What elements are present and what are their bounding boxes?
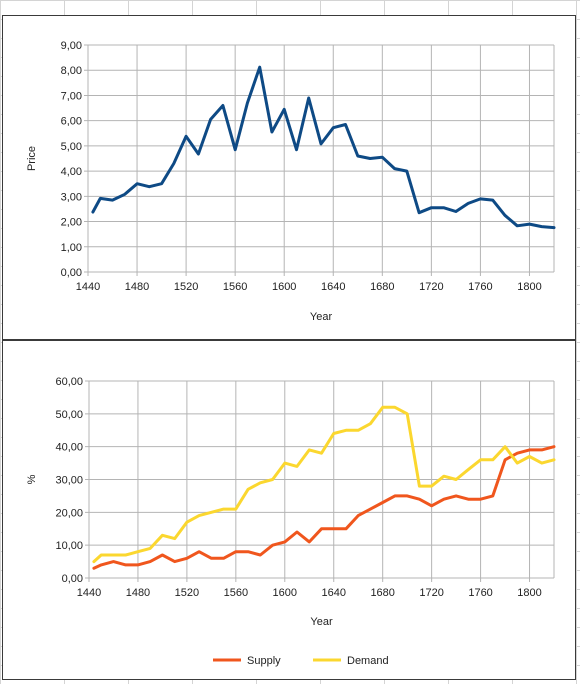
price-chart: 1440 1480 1520 1560 1600 1640 1680 1720 1760 1800… [2,15,576,340]
price-chart-plot: 1440 1480 1520 1560 1600 1640 1680 1720 1760 1800… [26,40,556,323]
y-tick-label: 2,00 [61,217,82,229]
y-tick-label: 20,00 [55,507,83,519]
x-tick-label: 1800 [517,587,541,599]
y-tick-label: 60,00 [55,376,83,388]
supply-demand-chart-plot: 1440 1480 1520 1560 1600 1640 1680 1720 1760 1800… [26,376,556,667]
x-axis-label: Year [310,616,333,628]
x-tick-label: 1680 [370,587,394,599]
y-tick-label: 0,00 [61,267,82,279]
y-tick-label: 30,00 [55,475,83,487]
x-tick-label: 1720 [419,281,443,293]
x-tick-label: 1760 [468,281,492,293]
x-tick-label: 1760 [468,587,492,599]
x-tick-label: 1560 [224,587,248,599]
x-tick-label: 1600 [273,587,297,599]
x-tick-label: 1600 [272,281,296,293]
x-tick-label: 1640 [321,587,345,599]
x-tick-label: 1440 [77,587,101,599]
x-tick-label: 1720 [419,587,443,599]
x-tick-label: 1800 [517,281,541,293]
x-tick-label: 1680 [370,281,394,293]
y-tick-label: 4,00 [61,166,82,178]
x-tick-label: 1640 [321,281,345,293]
series-line-supply [92,445,556,570]
x-tick-label: 1520 [174,281,198,293]
x-tick-label: 1480 [126,587,150,599]
y-axis-label: % [26,474,38,484]
legend-label-demand: Demand [347,655,389,667]
y-tick-label: 9,00 [61,40,82,52]
y-tick-label: 5,00 [61,141,82,153]
y-tick-label: 10,00 [55,540,83,552]
y-tick-label: 1,00 [61,242,82,254]
legend-label-supply: Supply [247,655,281,667]
x-axis-label: Year [310,311,333,323]
y-axis-label: Price [26,146,38,171]
supply-demand-chart: 1440 1480 1520 1560 1600 1640 1680 1720 1760 1800… [2,340,576,680]
y-tick-label: 6,00 [61,116,82,128]
y-tick-label: 7,00 [61,90,82,102]
y-tick-label: 50,00 [55,409,83,421]
y-tick-label: 40,00 [55,442,83,454]
series-line-price [91,65,556,230]
series-line-demand [92,405,556,564]
y-tick-label: 8,00 [61,65,82,77]
y-tick-label: 3,00 [61,191,82,203]
x-tick-label: 1560 [223,281,247,293]
y-tick-label: 0,00 [62,573,83,585]
x-tick-label: 1520 [175,587,199,599]
x-tick-label: 1480 [125,281,149,293]
x-tick-label: 1440 [76,281,100,293]
